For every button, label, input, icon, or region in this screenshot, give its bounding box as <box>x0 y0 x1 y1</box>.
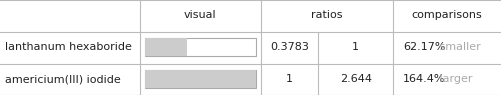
Bar <box>145 38 256 56</box>
Text: ratios: ratios <box>311 10 343 20</box>
Bar <box>145 38 187 56</box>
Text: larger: larger <box>436 74 472 84</box>
Text: 1: 1 <box>286 74 293 84</box>
Bar <box>145 70 256 88</box>
Bar <box>145 70 256 88</box>
Text: 2.644: 2.644 <box>340 74 372 84</box>
Text: 1: 1 <box>352 42 359 52</box>
Text: 62.17%: 62.17% <box>403 42 446 52</box>
Text: smaller: smaller <box>436 42 480 52</box>
Text: comparisons: comparisons <box>412 10 482 20</box>
Text: lanthanum hexaboride: lanthanum hexaboride <box>5 42 132 52</box>
Text: 164.4%: 164.4% <box>403 74 446 84</box>
Text: visual: visual <box>184 10 217 20</box>
Text: 0.3783: 0.3783 <box>270 42 309 52</box>
Text: americium(III) iodide: americium(III) iodide <box>5 74 121 84</box>
